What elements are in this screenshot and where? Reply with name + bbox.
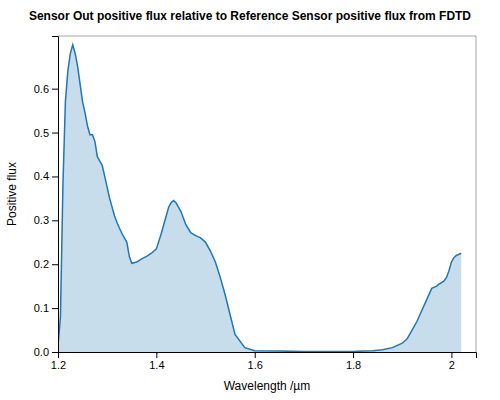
axis-line xyxy=(59,353,477,359)
tick-label: 0.3 xyxy=(34,214,49,226)
tick-label: 1.8 xyxy=(346,359,361,371)
line xyxy=(58,45,461,352)
tick-label: 0.6 xyxy=(34,83,49,95)
tick-label: 1.2 xyxy=(51,359,66,371)
area xyxy=(58,45,461,352)
tick-label: 0.2 xyxy=(34,258,49,270)
tick-mark xyxy=(52,133,58,134)
tick-mark xyxy=(52,352,58,353)
tick: 0.6 xyxy=(34,83,58,95)
x-axis: 1.2 1.4 1.6 1.8 2 xyxy=(51,352,477,371)
tick: 1.8 xyxy=(346,352,361,371)
tick: 0.2 xyxy=(34,258,58,270)
tick-mark xyxy=(52,308,58,309)
tick-mark xyxy=(52,89,58,90)
tick-label: 0.5 xyxy=(34,127,49,139)
tick: 0.5 xyxy=(34,127,58,139)
tick-mark xyxy=(52,264,58,265)
tick: 1.6 xyxy=(248,352,263,371)
x-axis-title: Wavelength /µm xyxy=(224,379,311,393)
tick-label: 0.4 xyxy=(34,170,49,182)
tick-label: 1.6 xyxy=(248,359,263,371)
title: Sensor Out positive flux relative to Ref… xyxy=(29,9,471,23)
tick: 2 xyxy=(449,352,455,371)
tick-label: 0.0 xyxy=(34,346,49,358)
tick: 1.4 xyxy=(149,352,164,371)
tick: 1.2 xyxy=(51,352,66,371)
chart: 1.2 1.4 1.6 1.8 2 0.0 0.1 0.2 0.3 0.4 0.5 0.6 Wavele… xyxy=(0,0,500,400)
axis-line xyxy=(52,37,59,353)
tick: 0.1 xyxy=(34,302,58,314)
frame xyxy=(58,36,476,37)
tick-mark xyxy=(52,176,58,177)
y-axis: 0.0 0.1 0.2 0.3 0.4 0.5 0.6 xyxy=(34,37,59,359)
tick: 0.4 xyxy=(34,170,58,182)
tick-label: 0.1 xyxy=(34,302,49,314)
tick-mark xyxy=(255,352,256,358)
tick: 0.0 xyxy=(34,346,58,358)
tick-mark xyxy=(353,352,354,358)
frame xyxy=(476,36,477,352)
tick-mark xyxy=(451,352,452,358)
y-axis-title: Positive flux xyxy=(5,162,19,226)
tick-label: 1.4 xyxy=(149,359,164,371)
tick-label: 2 xyxy=(449,359,455,371)
tick: 0.3 xyxy=(34,214,58,226)
tick-mark xyxy=(156,352,157,358)
plot-area: 1.2 1.4 1.6 1.8 2 0.0 0.1 0.2 0.3 0.4 0.5 0.6 xyxy=(34,36,477,371)
tick-mark xyxy=(52,220,58,221)
marks xyxy=(58,45,461,352)
